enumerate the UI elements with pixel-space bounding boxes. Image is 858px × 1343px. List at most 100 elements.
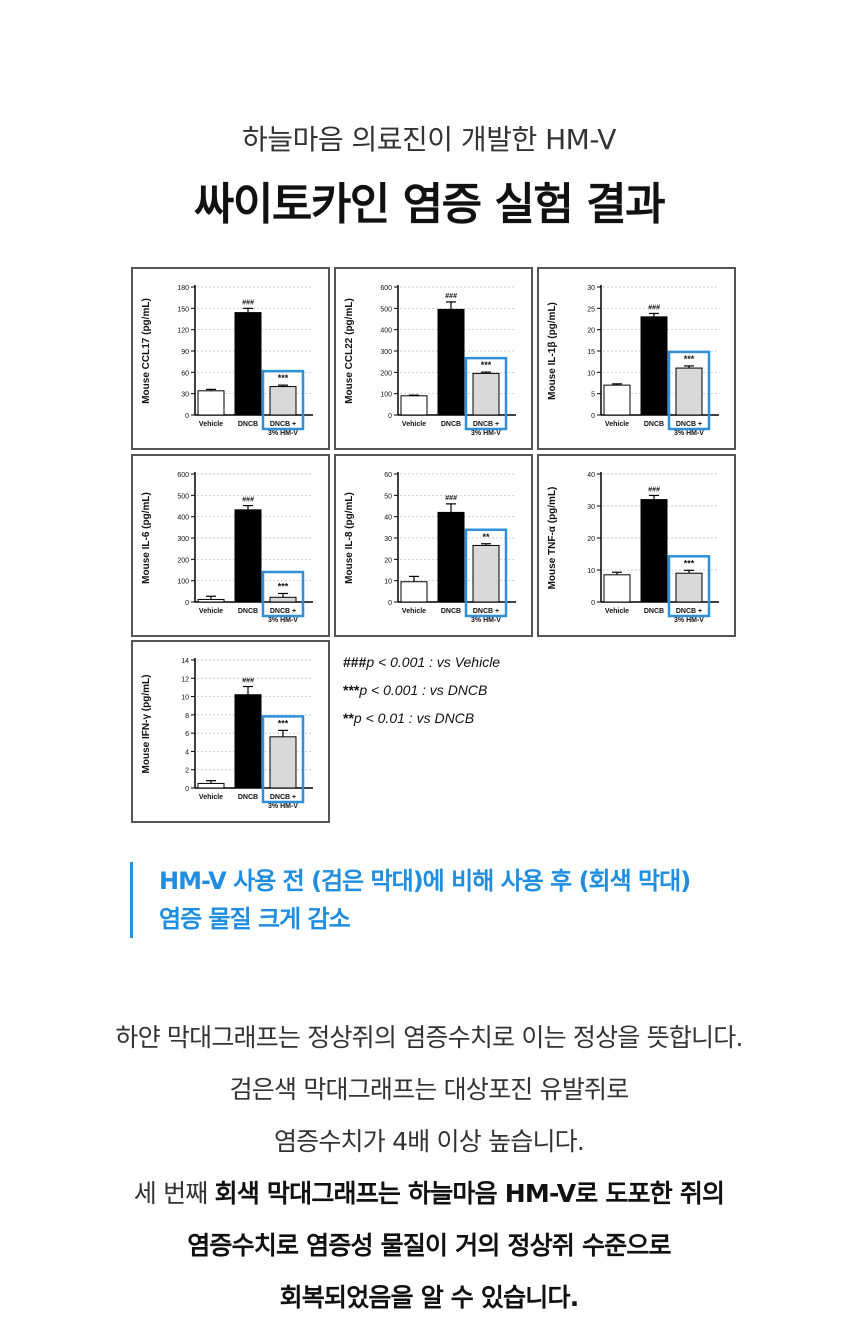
legend-text: p < 0.001 : vs Vehicle (366, 654, 501, 670)
category-label: 3% HM-V (471, 617, 501, 624)
legend-row: **p < 0.01 : vs DNCB (343, 708, 500, 736)
category-label: Vehicle (605, 421, 629, 428)
chart-panel-il1b: Mouse IL-1β (pg/mL) 0 5 10 15 20 25 30 Vehicle ##… (537, 267, 736, 450)
y-tick-label: 120 (177, 328, 189, 335)
category-label: DNCB + (473, 608, 499, 615)
y-tick-label: 300 (177, 536, 189, 543)
category-label: Vehicle (199, 608, 223, 615)
highlight-line-1: HM-V 사용 전 (검은 막대)에 비해 사용 후 (회색 막대) (159, 867, 691, 895)
category-label: 3% HM-V (674, 617, 704, 624)
category-label: DNCB (644, 608, 664, 615)
category-label: DNCB (441, 421, 461, 428)
description-line-5-bold: 염증수치로 염증성 물질이 거의 정상쥐 수준으로 (187, 1231, 671, 1260)
significance-label: ### (648, 304, 660, 311)
page-title: 싸이토카인 염증 실험 결과 (193, 179, 666, 230)
legend-mark: *** (343, 682, 360, 698)
significance-label: ### (242, 678, 254, 685)
description-line-4-normal: 세 번째 (133, 1179, 215, 1208)
category-label: 3% HM-V (674, 430, 704, 437)
hmv-highlight-box (261, 570, 305, 618)
y-axis-label: Mouse IL-8 (pg/mL) (344, 492, 355, 584)
category-label: Vehicle (199, 794, 223, 801)
y-tick-label: 0 (185, 413, 189, 420)
y-axis-label: Mouse CCL22 (pg/mL) (344, 298, 355, 404)
y-tick-label: 0 (388, 600, 392, 607)
bar (603, 384, 631, 416)
y-tick-label: 60 (181, 370, 189, 377)
bar (234, 509, 262, 603)
bar (675, 367, 703, 416)
significance-label: *** (278, 718, 289, 728)
bar (197, 782, 225, 789)
category-label: Vehicle (605, 608, 629, 615)
y-tick-label: 200 (380, 370, 392, 377)
hmv-highlight-box (261, 369, 305, 431)
description-line-3: 염증수치가 4배 이상 높습니다. (273, 1127, 585, 1156)
y-tick-label: 600 (380, 285, 392, 292)
y-axis-label: Mouse CCL17 (pg/mL) (141, 298, 152, 404)
y-tick-label: 0 (185, 600, 189, 607)
highlight-line-2: 염증 물질 크게 감소 (159, 905, 351, 933)
legend-row: ***p < 0.001 : vs DNCB (343, 680, 500, 708)
y-tick-label: 150 (177, 306, 189, 313)
highlight-callout: HM-V 사용 전 (검은 막대)에 비해 사용 후 (회색 막대) 염증 물질… (130, 862, 691, 938)
y-axis-label: Mouse IFN-γ (pg/mL) (141, 675, 152, 774)
y-tick-label: 0 (185, 786, 189, 793)
chart-svg: Mouse IFN-γ (pg/mL) 0 2 4 6 8 10 12 14 Vehicle ###… (141, 658, 313, 810)
description-line-6-bold: 회복되었음을 알 수 있습니다. (279, 1283, 580, 1312)
chart-svg: Mouse CCL17 (pg/mL) 0 30 60 90 120 150 180 Vehic… (141, 285, 313, 437)
bar (400, 581, 428, 603)
y-tick-label: 50 (384, 493, 392, 500)
y-tick-label: 15 (587, 349, 595, 356)
bar (197, 390, 225, 416)
category-label: DNCB (238, 794, 258, 801)
y-tick-label: 60 (384, 472, 392, 479)
y-tick-label: 500 (177, 493, 189, 500)
category-label: 3% HM-V (268, 617, 298, 624)
chart-panel-ccl17: Mouse CCL17 (pg/mL) 0 30 60 90 120 150 180 Vehic… (131, 267, 330, 450)
chart-svg: Mouse IL-8 (pg/mL) 0 10 20 30 40 50 60 Vehicle ##… (344, 472, 516, 624)
description-line-5: 염증수치로 염증성 물질이 거의 정상쥐 수준으로 (0, 1224, 858, 1276)
description-line-2: 검은색 막대그래프는 대상포진 유발쥐로 (229, 1075, 630, 1104)
category-label: DNCB (441, 608, 461, 615)
y-tick-label: 40 (587, 472, 595, 479)
category-label: DNCB + (473, 421, 499, 428)
y-tick-label: 400 (380, 328, 392, 335)
category-label: DNCB (238, 421, 258, 428)
bar (269, 736, 297, 789)
significance-label: ### (648, 486, 660, 493)
category-label: DNCB (238, 608, 258, 615)
chart-svg: Mouse IL-6 (pg/mL) 0 100 200 300 400 500 600 Veh… (141, 472, 313, 624)
legend-row: ###p < 0.001 : vs Vehicle (343, 652, 500, 680)
bar (603, 574, 631, 603)
bar (437, 511, 465, 603)
significance-label: *** (684, 354, 695, 364)
description-line-4: 세 번째 회색 막대그래프는 하늘마음 HM-V로 도포한 쥐의 (0, 1172, 858, 1224)
significance-label: ### (242, 299, 254, 306)
y-axis-label: Mouse IL-6 (pg/mL) (141, 492, 152, 584)
significance-label: *** (278, 581, 289, 591)
chart-panel-il6: Mouse IL-6 (pg/mL) 0 100 200 300 400 500 600 Veh… (131, 454, 330, 637)
description-line-6: 회복되었음을 알 수 있습니다. (0, 1276, 858, 1328)
y-tick-label: 30 (384, 536, 392, 543)
y-tick-label: 10 (384, 579, 392, 586)
y-tick-label: 600 (177, 472, 189, 479)
category-label: DNCB (644, 421, 664, 428)
y-tick-label: 12 (181, 676, 189, 683)
y-tick-label: 40 (384, 515, 392, 522)
y-tick-label: 20 (587, 536, 595, 543)
chart-panel-ccl22: Mouse CCL22 (pg/mL) 0 100 200 300 400 500 600 Ve… (334, 267, 533, 450)
y-tick-label: 25 (587, 306, 595, 313)
legend-mark: ** (343, 710, 354, 726)
y-tick-label: 20 (587, 328, 595, 335)
chart-svg: Mouse CCL22 (pg/mL) 0 100 200 300 400 500 600 Ve… (344, 285, 516, 437)
bar (472, 544, 500, 603)
y-tick-label: 10 (587, 370, 595, 377)
y-tick-label: 90 (181, 349, 189, 356)
chart-svg: Mouse TNF-α (pg/mL) 0 10 20 30 40 Vehicle ### DN… (547, 472, 719, 624)
y-tick-label: 14 (181, 658, 189, 665)
bar (234, 694, 262, 789)
category-label: Vehicle (199, 421, 223, 428)
significance-label: ### (445, 495, 457, 502)
category-label: Vehicle (402, 608, 426, 615)
